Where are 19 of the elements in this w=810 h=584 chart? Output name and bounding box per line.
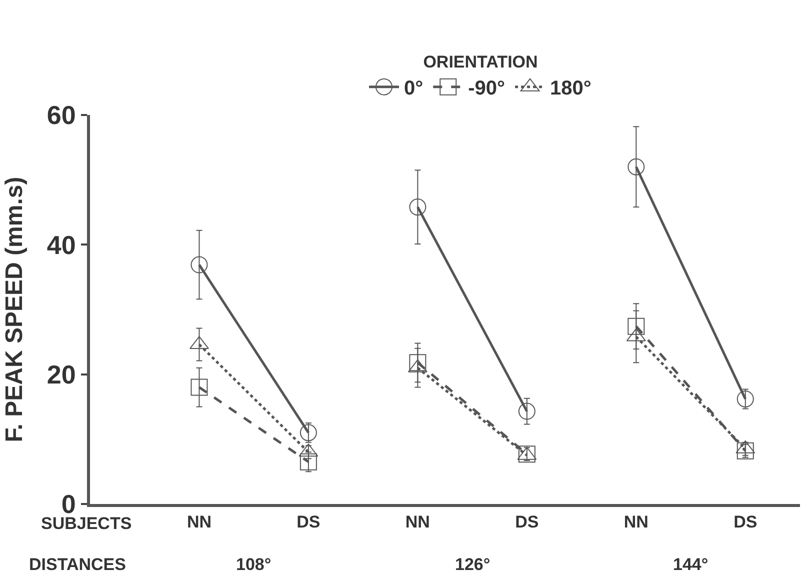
x-tick-label: DS — [515, 512, 539, 532]
y-axis-title: F. PEAK SPEED (mm.s) — [0, 176, 28, 442]
x-tick-label: NN — [405, 512, 430, 532]
text: 126° — [455, 555, 490, 574]
x-tick-label: DS — [296, 512, 320, 532]
legend-label: 180° — [550, 78, 592, 100]
text: 108° — [236, 555, 272, 574]
text: 144° — [673, 555, 708, 574]
x-tick-label: NN — [186, 512, 212, 532]
legend-title: ORIENTATION — [423, 52, 538, 72]
y-tick-label: 60 — [46, 100, 76, 130]
y-tick-label: 20 — [46, 359, 76, 390]
x-tick-label: DS — [734, 512, 758, 532]
y-tick-label: 40 — [46, 230, 76, 260]
text: DISTANCES — [29, 555, 126, 574]
legend-label: 0° — [404, 78, 424, 100]
text: SUBJECTS — [41, 514, 132, 533]
legend-label: -90° — [468, 78, 506, 100]
x-tick-label: NN — [624, 512, 648, 532]
